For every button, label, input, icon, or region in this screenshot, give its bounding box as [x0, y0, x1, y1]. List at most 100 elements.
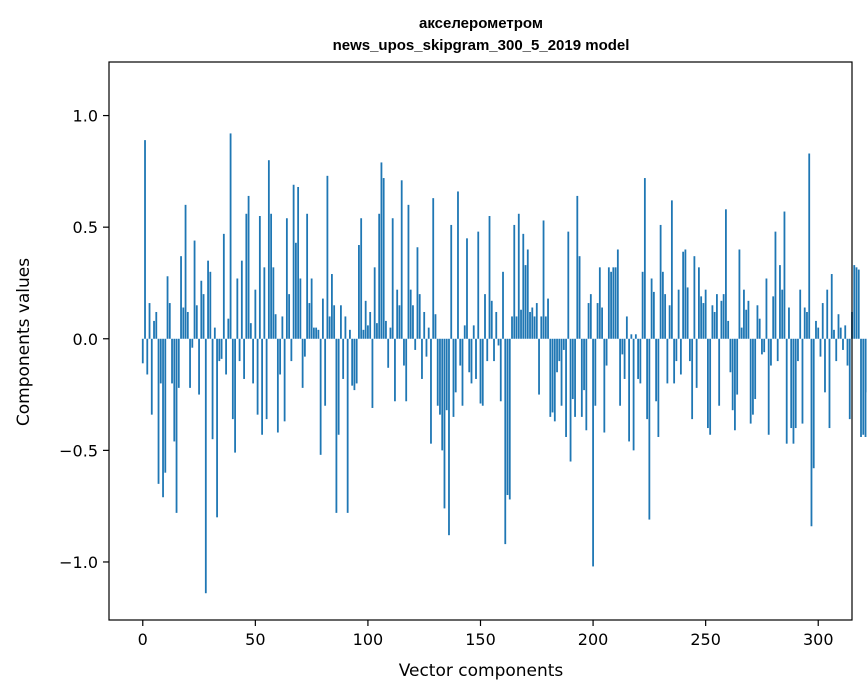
- bar: [743, 289, 745, 339]
- bar: [792, 338, 795, 444]
- bar: [166, 276, 169, 339]
- bar: [430, 338, 432, 444]
- bar: [722, 294, 725, 339]
- bar: [162, 338, 164, 498]
- bar: [409, 289, 412, 339]
- bar: [799, 289, 802, 339]
- bar: [716, 294, 718, 339]
- bar: [150, 338, 153, 415]
- bar: [607, 267, 610, 339]
- y-axis-label: Components values: [14, 258, 34, 426]
- bar: [531, 307, 534, 339]
- bar: [222, 233, 225, 339]
- bar: [657, 338, 660, 437]
- bar: [824, 338, 826, 393]
- bar: [803, 307, 806, 339]
- bar: [637, 338, 640, 379]
- bar: [612, 267, 615, 339]
- bar: [452, 338, 455, 417]
- x-tick-label: 50: [245, 630, 265, 649]
- bar: [391, 218, 394, 339]
- bar: [148, 303, 151, 339]
- bar: [806, 311, 808, 339]
- bar: [668, 305, 671, 339]
- bar: [240, 260, 243, 339]
- bar: [821, 303, 824, 339]
- bar: [398, 305, 401, 339]
- bar: [547, 298, 549, 339]
- bar: [648, 338, 651, 520]
- bar: [333, 305, 336, 339]
- bar: [412, 305, 414, 339]
- bar: [340, 305, 342, 339]
- chart-title: акселерометром: [419, 15, 543, 32]
- bar: [317, 329, 320, 339]
- bar: [630, 334, 633, 339]
- bar: [830, 274, 833, 339]
- bar: [454, 338, 457, 393]
- bar: [616, 249, 619, 339]
- bar: [837, 314, 840, 339]
- bar: [707, 338, 709, 429]
- bar: [389, 327, 392, 339]
- bar: [524, 265, 527, 339]
- bar: [470, 338, 473, 384]
- y-axis-ticks: −1.0 −0.5 0.0 0.5 1.0: [59, 107, 109, 572]
- bar: [833, 329, 835, 339]
- bar: [679, 338, 682, 375]
- bar: [180, 256, 182, 339]
- bar: [695, 338, 698, 388]
- bar: [544, 316, 547, 339]
- bar: [351, 338, 354, 386]
- bar: [499, 338, 502, 402]
- bar: [378, 213, 381, 339]
- bar: [698, 267, 700, 339]
- bar: [182, 307, 185, 339]
- x-tick-label: 200: [578, 630, 609, 649]
- bar: [788, 307, 790, 339]
- bar: [463, 325, 466, 339]
- bar: [520, 309, 522, 339]
- bar: [457, 191, 459, 339]
- bar: [477, 231, 480, 339]
- bar: [373, 267, 376, 339]
- bar: [693, 256, 696, 339]
- x-tick-label: 250: [690, 630, 721, 649]
- bar: [443, 338, 446, 509]
- bar: [670, 200, 673, 339]
- bar: [862, 338, 865, 435]
- bar: [331, 274, 333, 339]
- bar: [506, 338, 509, 496]
- bar: [209, 271, 212, 339]
- bar: [342, 338, 345, 379]
- bar: [779, 265, 781, 339]
- bar: [623, 338, 626, 379]
- bar: [576, 195, 579, 339]
- bar: [202, 294, 205, 339]
- bar: [855, 267, 858, 339]
- bar: [321, 298, 324, 339]
- bar: [720, 300, 723, 339]
- bar: [700, 296, 703, 339]
- bar: [578, 256, 581, 339]
- bar: [175, 338, 178, 513]
- bar: [684, 249, 687, 339]
- bar: [767, 338, 770, 435]
- x-tick-label: 100: [353, 630, 384, 649]
- bar: [808, 153, 811, 339]
- bar: [655, 338, 658, 402]
- bar: [432, 198, 435, 339]
- bar: [177, 338, 180, 388]
- bar: [231, 338, 234, 420]
- bar: [772, 296, 775, 339]
- bar: [848, 338, 851, 420]
- bar: [592, 338, 594, 567]
- y-tick-label: −0.5: [59, 441, 98, 460]
- bar: [650, 278, 653, 339]
- bar: [621, 338, 624, 355]
- bar: [747, 300, 750, 339]
- bar: [328, 316, 331, 339]
- bar: [574, 338, 576, 417]
- bar: [542, 220, 545, 339]
- bar: [423, 311, 426, 339]
